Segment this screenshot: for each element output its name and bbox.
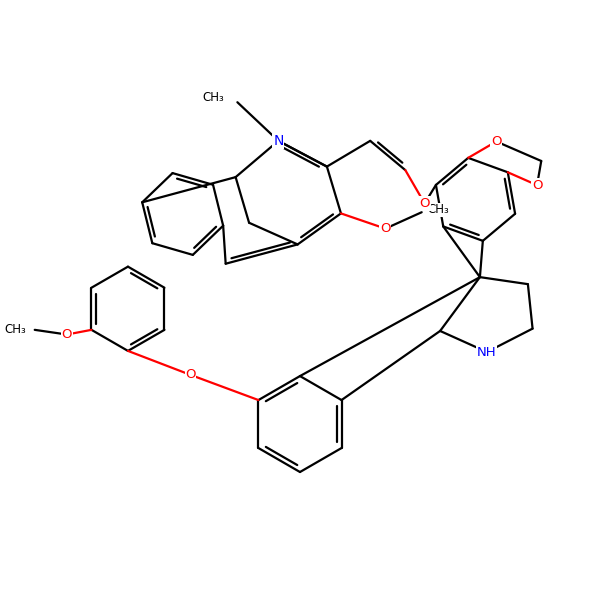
Text: NH: NH	[477, 346, 497, 359]
Text: O: O	[185, 368, 196, 382]
Text: N: N	[273, 134, 284, 148]
Text: O: O	[62, 328, 72, 341]
Text: O: O	[532, 179, 542, 191]
Text: CH₃: CH₃	[4, 323, 26, 337]
Text: CH₃: CH₃	[203, 91, 224, 104]
Text: CH₃: CH₃	[428, 203, 449, 217]
Text: O: O	[380, 222, 391, 235]
Text: O: O	[419, 197, 430, 210]
Text: O: O	[491, 135, 502, 148]
